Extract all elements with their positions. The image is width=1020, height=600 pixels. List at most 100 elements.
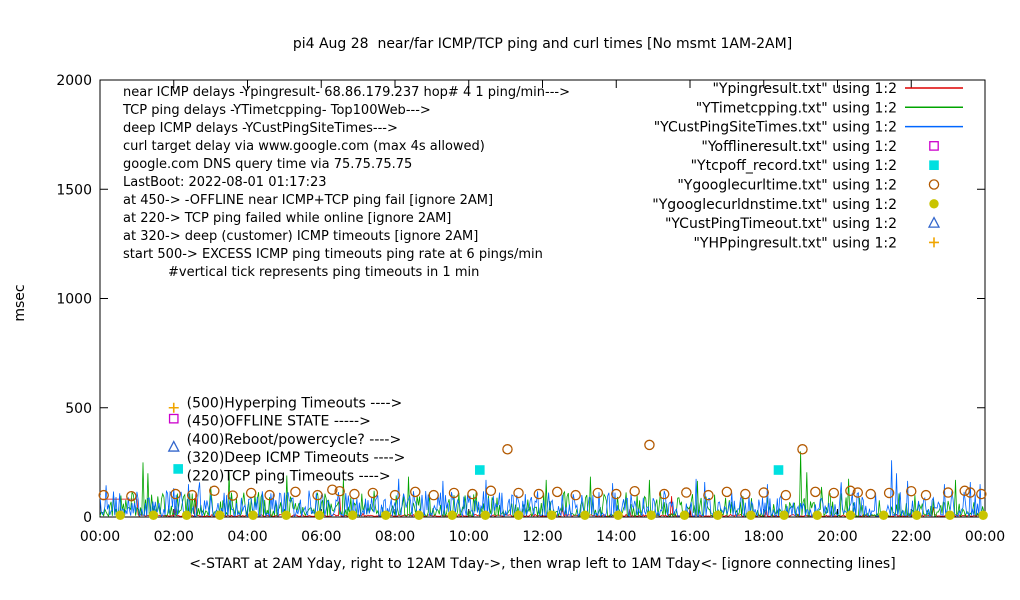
marker-circle-open (533, 488, 545, 500)
marker-circle-open (245, 487, 257, 499)
marker-circle-filled (945, 510, 955, 520)
marker-circle-open (98, 489, 109, 501)
x-tick-label: 08:00 (375, 529, 415, 545)
marker-circle-filled (580, 510, 590, 520)
marker-circle-open (658, 488, 670, 500)
marker-circle-filled (314, 510, 325, 520)
annotation-line: start 500-> EXCESS ICMP ping timeouts pi… (123, 247, 543, 262)
marker-circle-open (367, 487, 379, 499)
x-axis-label: <-START at 2AM Yday, right to 12AM Tday-… (189, 556, 896, 572)
x-tick-label: 04:00 (227, 529, 267, 545)
marker-circle-open (797, 444, 808, 455)
legend-entry-label: "YCustPingTimeout.txt" using 1:2 (665, 216, 897, 232)
marker-circle-open (290, 486, 301, 498)
marker-circle-filled (746, 510, 756, 520)
marker-series-Ygooglecurldnstime.txt (115, 510, 988, 520)
marker-circle-filled (281, 510, 291, 520)
marker-circle-filled (381, 510, 391, 520)
annotation-block-plot: (500)Hyperping Timeouts ----> (450)OFFLIN… (187, 395, 406, 484)
marker-circle-open (227, 490, 238, 501)
marker-triangle-open (167, 440, 180, 452)
marker-circle-filled (929, 199, 939, 209)
marker-circle-open (644, 439, 655, 451)
marker-circle-open (780, 489, 792, 501)
marker-circle-open (758, 487, 770, 498)
marker-circle-filled (679, 510, 690, 520)
marker-circle-open (920, 489, 932, 501)
marker-square-open (168, 413, 179, 424)
x-tick-label: 00:00 (80, 529, 120, 545)
marker-square-filled (475, 465, 485, 475)
annotation-line: LastBoot: 2022-08-01 01:17:23 (123, 175, 327, 190)
x-tick-label: 20:00 (817, 529, 857, 545)
annotation-line: google.com DNS query time via 75.75.75.7… (123, 157, 412, 172)
chart-title: pi4 Aug 28 near/far ICMP/TCP ping and cu… (292, 36, 793, 52)
legend: "Ypingresult.txt" using 1:2 "YTimetcpping… (652, 81, 963, 251)
x-tick-label: 22:00 (891, 529, 931, 545)
marker-circle-open (448, 487, 460, 499)
marker-circle-filled (812, 510, 822, 520)
marker-circle-open (865, 488, 876, 500)
marker-circle-filled (513, 510, 524, 520)
marker-circle-open (552, 486, 563, 498)
marker-circle-open (883, 487, 895, 499)
x-tick-label: 14:00 (596, 529, 636, 545)
y-axis-ticks: 0 500 1000 1500 2000 (56, 73, 985, 526)
marker-circle-open (592, 487, 604, 499)
marker-series-YHPpingresult.txt (168, 402, 179, 413)
marker-circle-open (334, 485, 345, 497)
x-tick-label: 10:00 (449, 529, 489, 545)
y-tick-label: 2000 (56, 73, 92, 89)
marker-series-YCustPingTimeout.txt (167, 440, 180, 452)
marker-circle-filled (115, 510, 125, 520)
marker-circle-open (349, 488, 360, 500)
plot-annotation-label: (400)Reboot/powercycle? ----> (187, 432, 402, 448)
marker-circle-open (976, 488, 987, 500)
y-tick-label: 1500 (56, 182, 92, 198)
series-line-YCustPingSiteTimes.txt (99, 460, 986, 518)
marker-circle-open (513, 487, 524, 499)
marker-circle-filled (547, 510, 557, 520)
legend-entry-label: "Ygooglecurltime.txt" using 1:2 (677, 178, 897, 194)
marker-circle-filled (347, 510, 358, 520)
marker-circle-open (389, 489, 401, 501)
legend-entry-label: "Ytcpoff_record.txt" using 1:2 (691, 158, 897, 174)
marker-circle-open (502, 444, 513, 455)
marker-circle-open (681, 487, 692, 498)
x-tick-label: 12:00 (522, 529, 562, 545)
marker-circle-filled (414, 510, 424, 520)
marker-plus (929, 237, 939, 248)
marker-circle-open (264, 489, 275, 501)
annotation-line: at 220-> TCP ping failed while online [i… (123, 211, 451, 226)
marker-circle-open (906, 485, 917, 497)
annotation-line: deep ICMP delays -YCustPingSiteTimes---> (123, 121, 398, 136)
marker-series-Ygooglecurltime.txt (98, 439, 987, 502)
marker-circle-open (740, 488, 751, 500)
marker-plus (168, 402, 179, 413)
marker-circle-filled (181, 510, 192, 520)
marker-circle-filled (447, 510, 457, 520)
marker-circle-open (942, 487, 954, 498)
marker-circle-open (312, 489, 323, 501)
marker-circle-filled (779, 510, 789, 520)
marker-circle-open (428, 489, 439, 501)
marker-square-filled (773, 465, 784, 475)
marker-circle-open (126, 490, 137, 502)
x-tick-label: 18:00 (744, 529, 784, 545)
marker-circle-open (570, 489, 581, 501)
annotation-line: at 320-> deep (customer) ICMP timeouts [… (123, 229, 478, 244)
marker-circle-filled (215, 510, 225, 520)
marker-circle-filled (148, 510, 159, 520)
x-tick-label: 02:00 (154, 529, 194, 545)
y-tick-label: 1000 (56, 292, 92, 308)
y-tick-label: 500 (65, 401, 92, 417)
plot-annotation-label: (320)Deep ICMP Timeouts ----> (187, 450, 406, 466)
marker-circle-open (828, 487, 840, 499)
marker-circle-filled (845, 510, 856, 520)
marker-circle-filled (248, 510, 258, 520)
annotation-line: near ICMP delays -Ypingresult- 68.86.179… (123, 85, 570, 100)
marker-square-open (929, 141, 939, 151)
marker-circle-open (959, 485, 970, 497)
